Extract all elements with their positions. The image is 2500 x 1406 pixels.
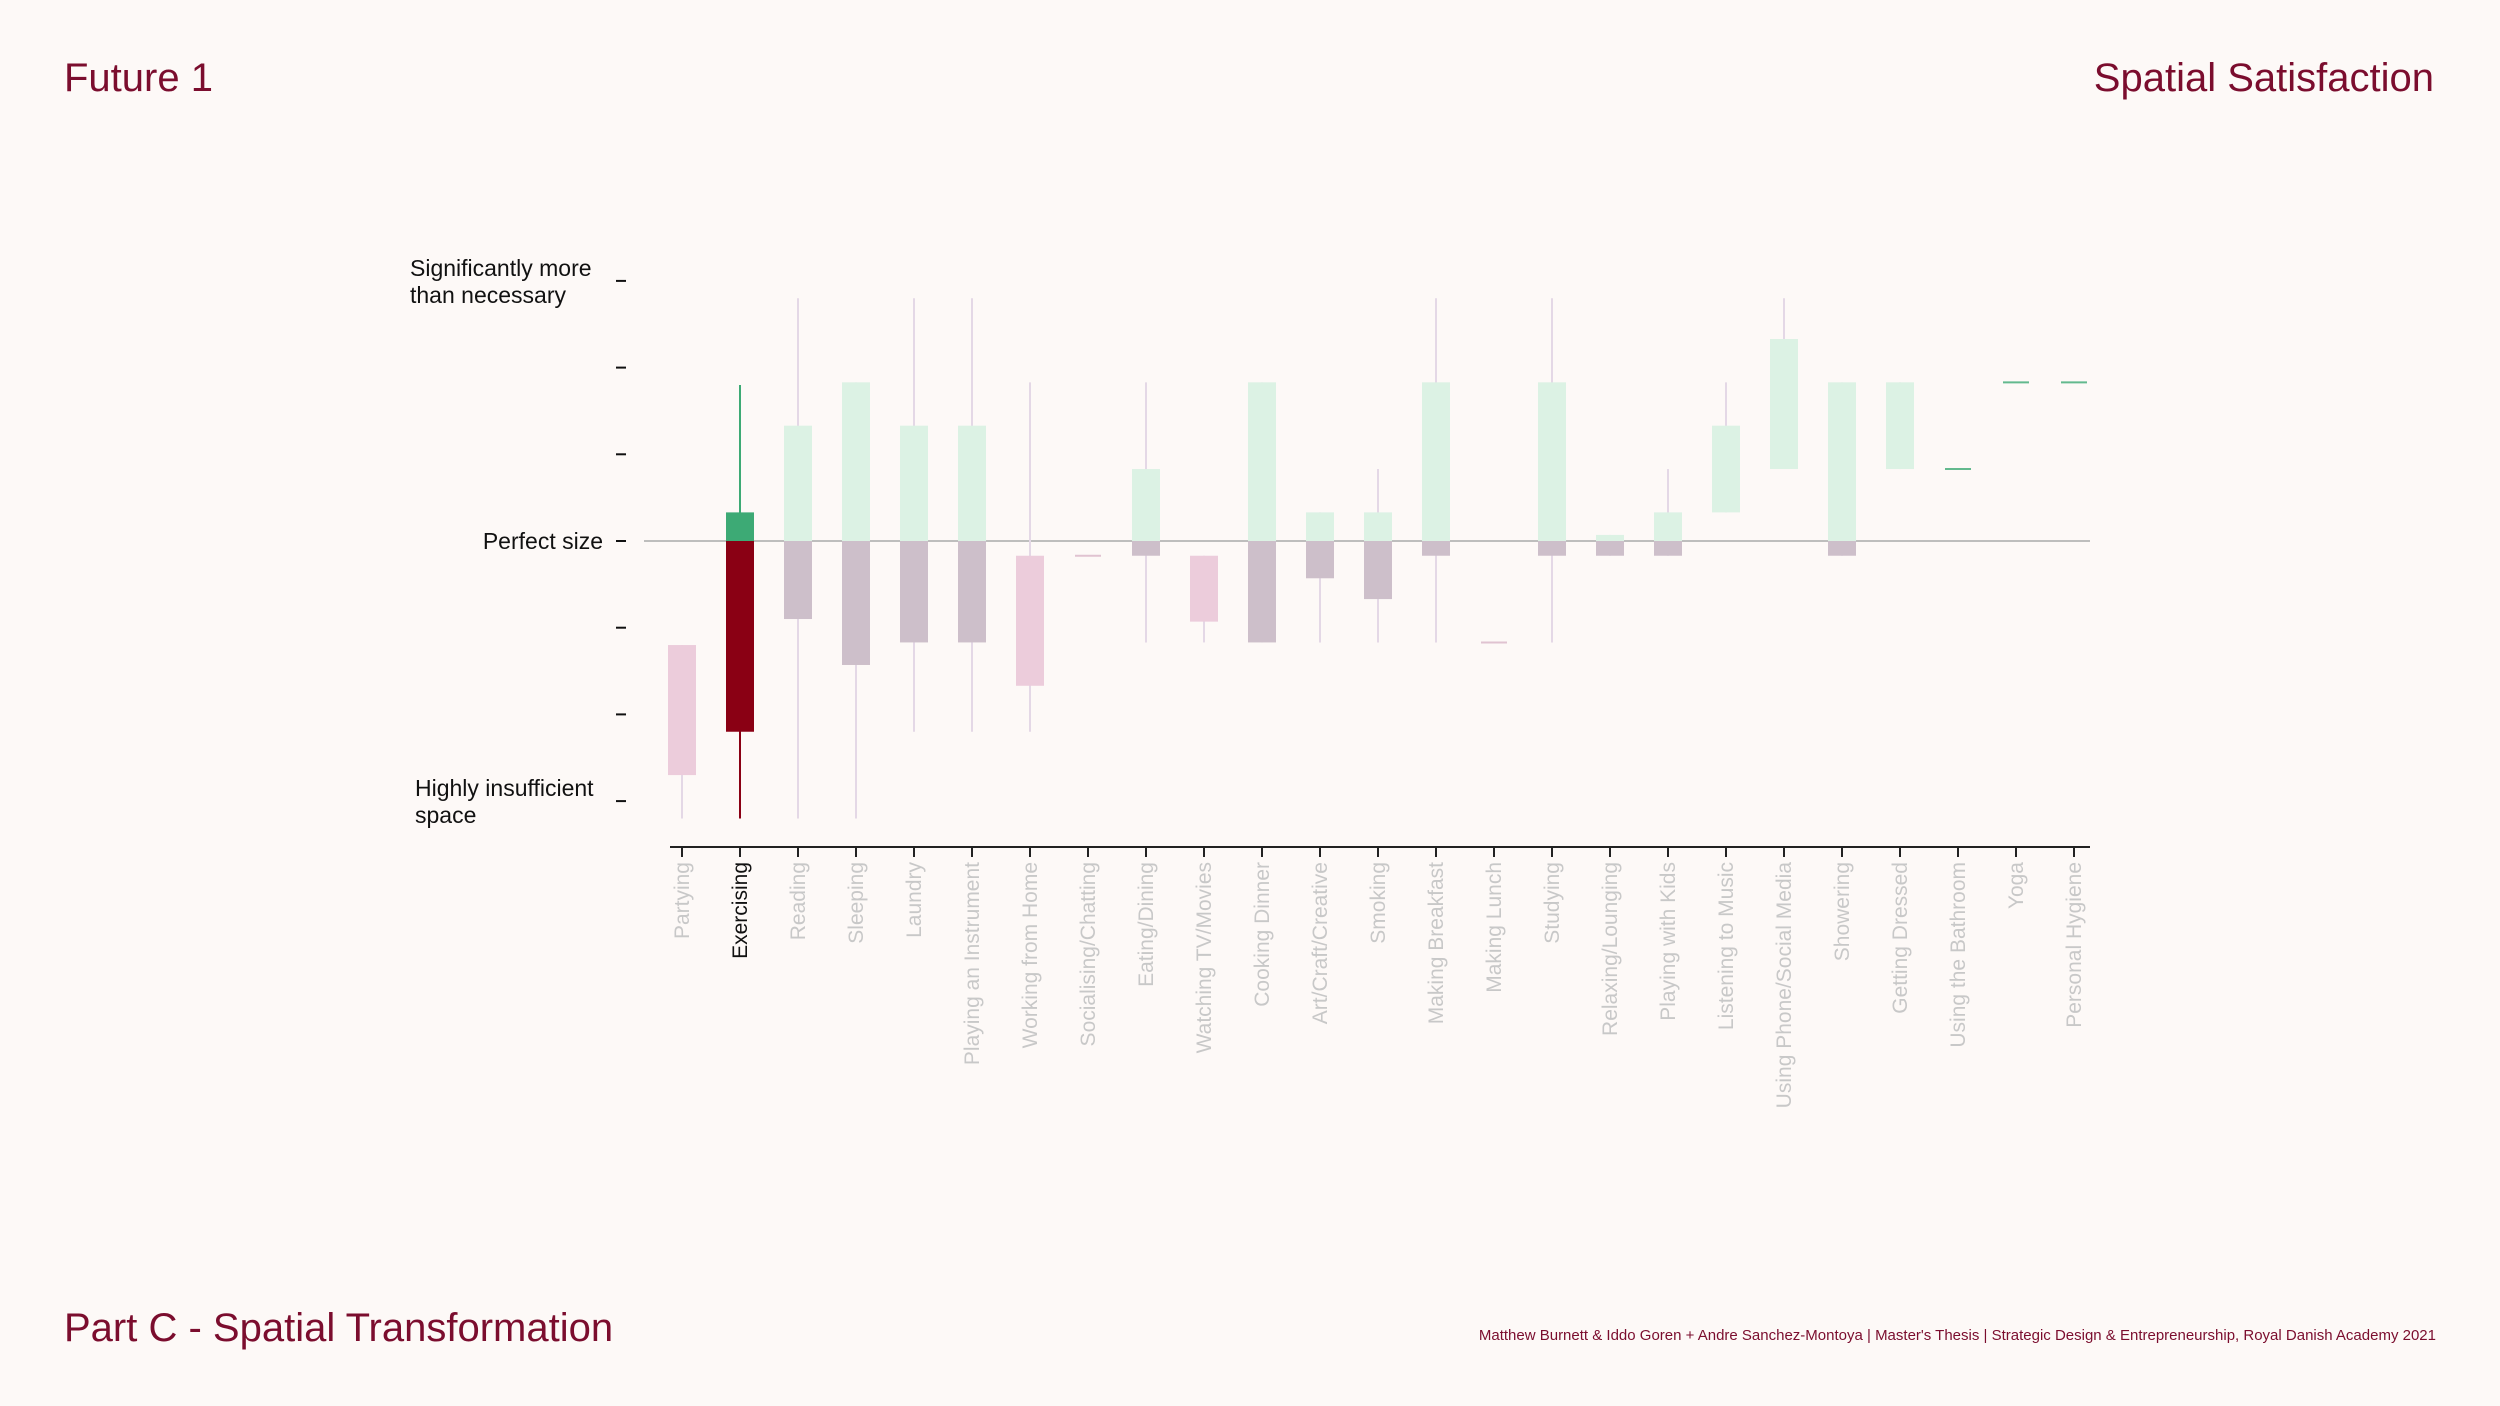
box-upper-10 [1248, 382, 1276, 541]
box-upper-11 [1306, 512, 1334, 541]
x-tick-label: Eating/Dining [1135, 862, 1158, 987]
x-tick-label: Getting Dressed [1889, 862, 1912, 1014]
x-tick-label: Reading [787, 862, 810, 940]
box-upper-17 [1654, 512, 1682, 541]
x-tick-label: Yoga [2005, 862, 2028, 909]
x-tick-label: Making Lunch [1483, 862, 1506, 993]
box-upper-8 [1132, 469, 1160, 541]
x-tick-label: Cooking Dinner [1251, 862, 1274, 1007]
x-tick-label: Exercising [729, 862, 752, 959]
x-tick-label: Personal Hygiene [2063, 862, 2086, 1028]
x-tick-label: Showering [1831, 862, 1854, 961]
box-upper-20 [1828, 382, 1856, 541]
x-tick-label: Watching TV/Movies [1193, 862, 1216, 1053]
box-0 [668, 645, 696, 776]
box-lower-4 [900, 541, 928, 643]
box-lower-1 [726, 541, 754, 732]
box-lower-13 [1422, 541, 1450, 556]
chart-title: Spatial Satisfaction [2093, 56, 2434, 100]
x-tick-label: Making Breakfast [1425, 862, 1448, 1024]
box-upper-4 [900, 425, 928, 541]
box-lower-20 [1828, 541, 1856, 556]
box-upper-18 [1712, 425, 1740, 513]
x-tick-label: Using Phone/Social Media [1773, 862, 1796, 1109]
x-tick-label: Smoking [1367, 862, 1390, 944]
box-lower-15 [1538, 541, 1566, 556]
box-lower-10 [1248, 541, 1276, 643]
part-title: Part C - Spatial Transformation [64, 1306, 614, 1350]
box-6 [1016, 555, 1044, 686]
box-upper-5 [958, 425, 986, 541]
box-upper-13 [1422, 382, 1450, 541]
box-lower-8 [1132, 541, 1160, 556]
x-tick-label: Relaxing/Lounging [1599, 862, 1622, 1036]
box-upper-3 [842, 382, 870, 541]
box-lower-3 [842, 541, 870, 665]
credits: Matthew Burnett & Iddo Goren + Andre San… [1478, 1327, 2436, 1344]
x-tick-label: Using the Bathroom [1947, 862, 1970, 1048]
box-lower-2 [784, 541, 812, 620]
x-tick-label: Playing with Kids [1657, 862, 1680, 1021]
x-tick-label: Studying [1541, 862, 1564, 944]
box-upper-2 [784, 425, 812, 541]
box-upper-16 [1596, 534, 1624, 541]
y-tick-label: Perfect size [483, 528, 603, 554]
x-tick-label: Art/Craft/Creative [1309, 862, 1332, 1024]
x-tick-label: Socialising/Chatting [1077, 862, 1100, 1046]
x-tick-label: Playing an Instrument [961, 862, 984, 1065]
box-upper-19 [1770, 338, 1798, 470]
box-lower-12 [1364, 541, 1392, 600]
box-upper-1 [726, 512, 754, 541]
x-tick-label: Sleeping [845, 862, 868, 944]
x-tick-label: Laundry [903, 862, 926, 938]
box-upper-12 [1364, 512, 1392, 541]
y-tick-label: Significantly more than necessary [410, 255, 592, 308]
box-upper-21 [1886, 382, 1914, 470]
x-tick-label: Partying [671, 862, 694, 939]
page-title: Future 1 [64, 56, 213, 100]
box-upper-15 [1538, 382, 1566, 541]
x-tick-label: Working from Home [1019, 862, 1042, 1048]
box-lower-16 [1596, 541, 1624, 556]
x-tick-label: Listening to Music [1715, 862, 1738, 1030]
box-lower-5 [958, 541, 986, 643]
box-lower-11 [1306, 541, 1334, 579]
box-lower-17 [1654, 541, 1682, 556]
box-9 [1190, 555, 1218, 622]
y-tick-label: Highly insufficient space [415, 775, 594, 828]
